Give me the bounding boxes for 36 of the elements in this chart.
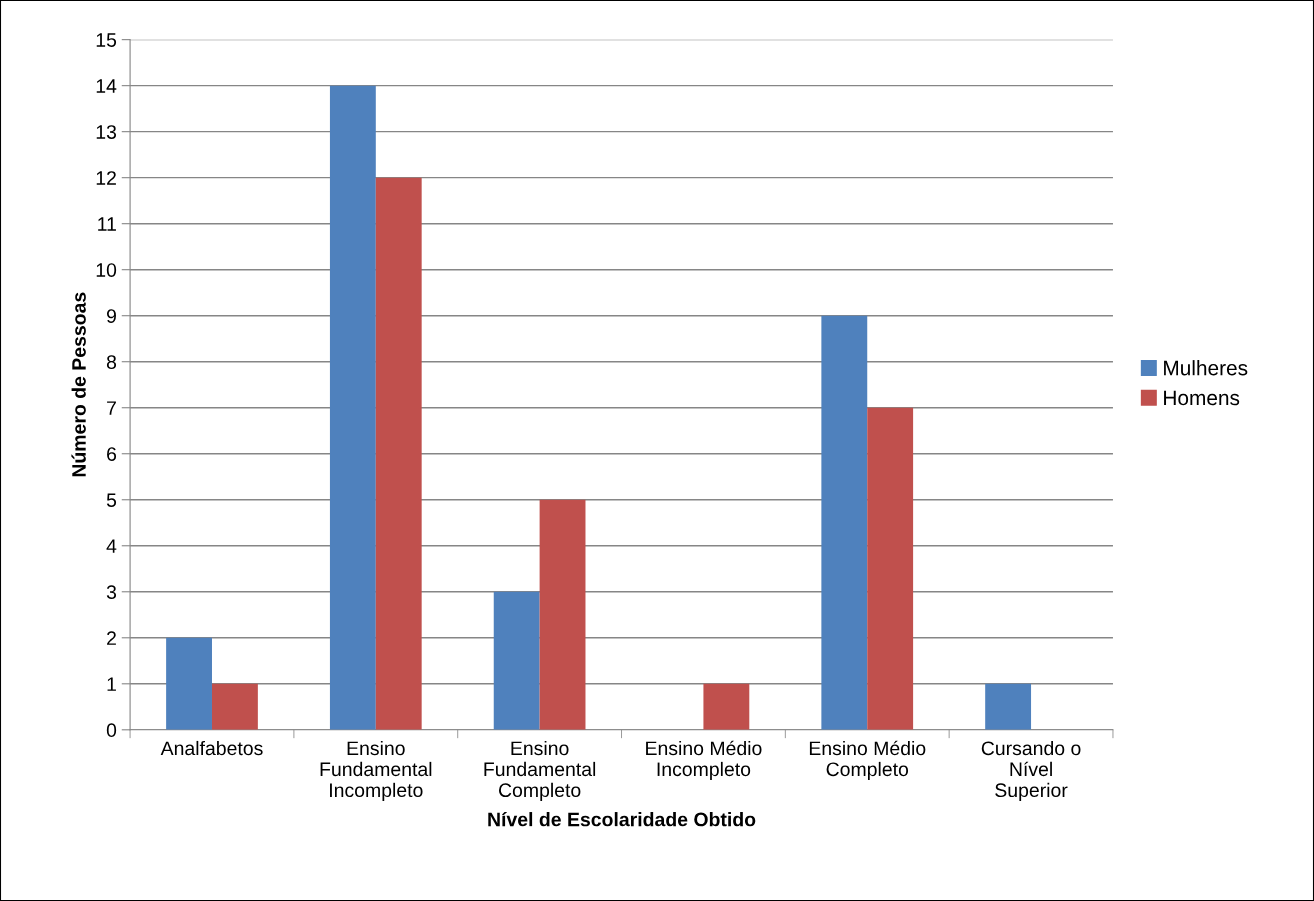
legend-label: Homens [1164,390,1240,406]
bar [375,177,422,730]
bar [867,407,914,730]
y-tick-label: 1 [107,677,116,691]
bar [539,499,586,730]
bar [329,85,376,730]
y-tick-label: 11 [98,217,116,231]
x-axis-title: Nível de Escolaridade Obtido [488,811,756,827]
bar [493,591,540,730]
x-tick-label: Ensino Fundamental Completo [484,740,596,801]
bar [985,683,1032,730]
y-axis-title: Número de Pessoas [71,292,86,477]
y-tick-label: 7 [107,401,116,415]
x-tick-label: Analfabetos [160,740,263,756]
y-tick-label: 4 [106,539,117,553]
y-tick-label: 6 [107,447,117,461]
bar [211,683,258,730]
y-tick-label: 2 [107,631,116,645]
y-tick-label: 15 [96,33,117,47]
x-tick-label: Ensino Médio Completo [809,740,926,780]
bar [821,315,868,730]
y-tick-label: 8 [106,355,117,369]
y-tick-label: 14 [96,79,117,93]
y-tick-label: 13 [96,125,117,139]
x-tick-label: Ensino Médio Incompleto [646,740,762,780]
y-tick-label: 9 [106,309,116,323]
y-tick-label: 5 [106,493,117,507]
y-tick-label: 12 [96,171,116,185]
x-tick-label: Ensino Fundamental Incompleto [320,740,432,801]
bar [703,683,750,730]
y-tick-label: 0 [106,723,117,738]
bar [166,637,212,730]
y-tick-label: 10 [96,263,117,277]
legend-label: Mulheres [1164,360,1248,376]
x-tick-label: Cursando o Nível Superior [981,740,1081,801]
y-tick-label: 3 [106,585,117,600]
